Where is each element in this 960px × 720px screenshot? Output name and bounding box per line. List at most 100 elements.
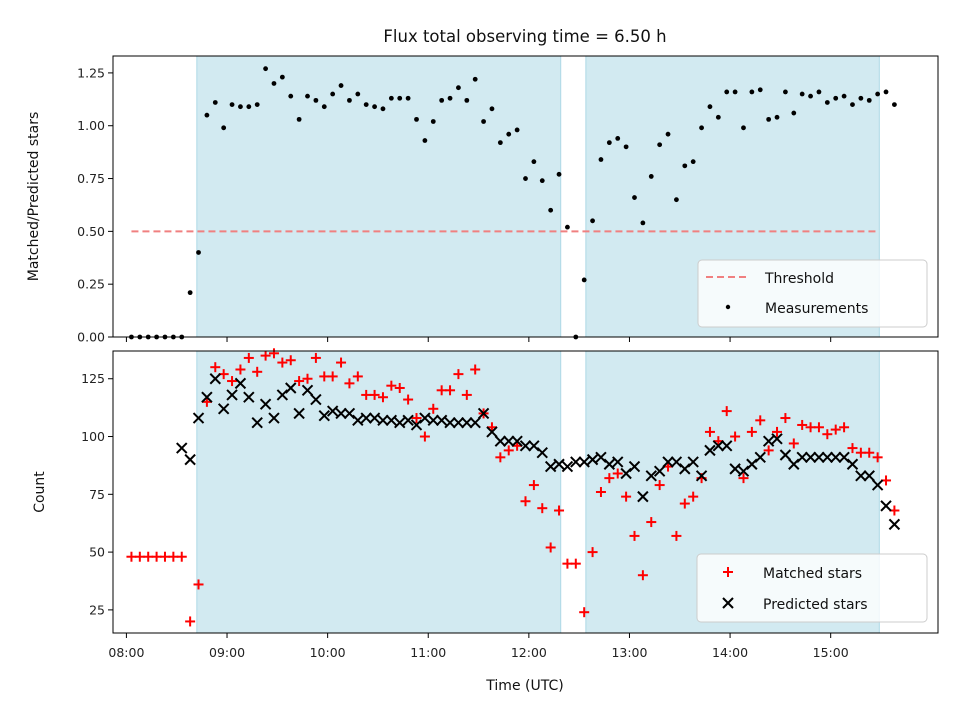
measurement-point bbox=[254, 102, 260, 107]
predicted-star-point bbox=[578, 456, 590, 468]
predicted-star-point bbox=[721, 440, 733, 452]
x-tick-label: 08:00 bbox=[108, 645, 144, 660]
shaded-interval-0 bbox=[196, 55, 562, 338]
predicted-star-point bbox=[838, 451, 850, 464]
predicted-star-point bbox=[670, 456, 683, 468]
matched-star-point bbox=[310, 352, 321, 363]
matched-star-point bbox=[302, 373, 313, 384]
measurement-point bbox=[531, 159, 537, 165]
top-panel-frame bbox=[112, 55, 939, 338]
predicted-star-point bbox=[863, 470, 875, 482]
measurement-point bbox=[615, 135, 621, 141]
predicted-star-point bbox=[754, 451, 766, 464]
matched-star-point bbox=[243, 352, 254, 363]
predicted-star-point bbox=[796, 451, 808, 464]
predicted-star-point bbox=[679, 463, 691, 475]
measurement-point bbox=[724, 89, 730, 95]
measurement-point bbox=[338, 83, 344, 88]
predicted-star-point bbox=[259, 398, 272, 410]
measurement-point bbox=[271, 81, 277, 86]
matched-star-point bbox=[847, 443, 858, 454]
matched-star-point bbox=[822, 429, 833, 440]
measurement-point bbox=[279, 74, 285, 80]
predicted-star-point bbox=[653, 465, 666, 477]
predicted-star-point bbox=[570, 456, 582, 468]
measurement-point bbox=[757, 87, 763, 93]
matched-star-point bbox=[143, 551, 154, 562]
predicted-star-point bbox=[402, 414, 414, 427]
measurement-point bbox=[212, 100, 218, 105]
matched-star-point bbox=[679, 498, 690, 509]
predicted-star-point bbox=[662, 456, 674, 468]
y-tick-label: 0.25 bbox=[77, 277, 105, 292]
measurement-point bbox=[648, 174, 654, 179]
predicted-star-point bbox=[712, 440, 725, 452]
measurement-point bbox=[699, 125, 704, 131]
matched-star-point bbox=[797, 419, 808, 430]
matched-star-point bbox=[654, 480, 665, 491]
predicted-star-point bbox=[645, 470, 657, 482]
matched-star-point bbox=[813, 422, 824, 433]
predicted-star-point bbox=[318, 410, 330, 422]
matched-star-point bbox=[755, 415, 766, 426]
matched-star-point bbox=[872, 452, 883, 463]
threshold-legend-label: Threshold bbox=[764, 271, 834, 287]
predicted-star-point bbox=[427, 414, 439, 427]
measurement-point bbox=[221, 125, 227, 131]
measurement-point bbox=[590, 218, 595, 224]
predicted-star-point bbox=[310, 393, 322, 406]
measurement-point bbox=[632, 195, 637, 200]
figure-title: Flux total observing time = 6.50 h bbox=[383, 27, 666, 46]
measurement-point bbox=[858, 95, 864, 101]
predicted-star-point bbox=[276, 389, 289, 401]
top-panel-ratio: 0.00 0.25 0.50 0.75 1.00 1.25 Matched/Predict… bbox=[26, 55, 939, 345]
matched-star-point bbox=[805, 422, 816, 433]
predicted-star-point bbox=[612, 456, 624, 468]
measurement-point bbox=[372, 104, 377, 110]
matched-star-point bbox=[277, 357, 288, 368]
measurement-point bbox=[305, 93, 310, 99]
predicted-star-point bbox=[268, 412, 280, 424]
matched-star-point bbox=[839, 422, 850, 433]
predicted-star-point bbox=[746, 458, 758, 470]
measurement-point bbox=[565, 224, 570, 230]
measurement-point bbox=[204, 112, 210, 118]
predicted-star-point bbox=[226, 389, 238, 401]
x-tick-label: 15:00 bbox=[813, 645, 849, 660]
measurement-point bbox=[690, 159, 696, 165]
predicted-star-point bbox=[234, 377, 247, 390]
bottom-panel-y-axis-title: Count bbox=[32, 471, 48, 513]
matched-star-point bbox=[134, 551, 145, 562]
predicted-star-point bbox=[209, 373, 221, 385]
measurement-point bbox=[850, 102, 855, 107]
matched-star-point bbox=[562, 558, 573, 569]
predicted-star-point bbox=[779, 449, 792, 461]
matched-star-point bbox=[344, 378, 355, 389]
matched-star-point bbox=[721, 406, 732, 417]
predicted-star-point bbox=[880, 500, 892, 512]
measurement-point bbox=[229, 102, 235, 107]
top-panel-legend: Threshold Measurements bbox=[697, 259, 928, 328]
matched-star-point bbox=[864, 447, 875, 458]
matched-star-point bbox=[830, 424, 841, 435]
matched-stars-legend-label: Matched stars bbox=[763, 566, 862, 582]
predicted-star-point bbox=[201, 391, 213, 403]
matched-star-point bbox=[604, 473, 615, 484]
matched-star-point bbox=[730, 431, 741, 442]
x-tick-label: 09:00 bbox=[209, 645, 245, 660]
matched-star-point bbox=[445, 385, 456, 396]
matched-star-point bbox=[746, 426, 757, 437]
matched-star-point bbox=[159, 551, 170, 562]
predicted-star-point bbox=[737, 465, 750, 477]
matched-star-point bbox=[294, 376, 305, 387]
measurement-point bbox=[397, 95, 403, 101]
predicted-star-point bbox=[813, 451, 825, 464]
measurement-point bbox=[556, 171, 562, 177]
predicted-star-point bbox=[595, 451, 607, 464]
measurement-point bbox=[833, 95, 839, 101]
matched-star-point bbox=[428, 403, 439, 414]
matched-star-point bbox=[855, 447, 866, 458]
predicted-star-point bbox=[335, 407, 347, 420]
measurement-point bbox=[741, 125, 746, 131]
predicted-star-point bbox=[536, 446, 548, 459]
